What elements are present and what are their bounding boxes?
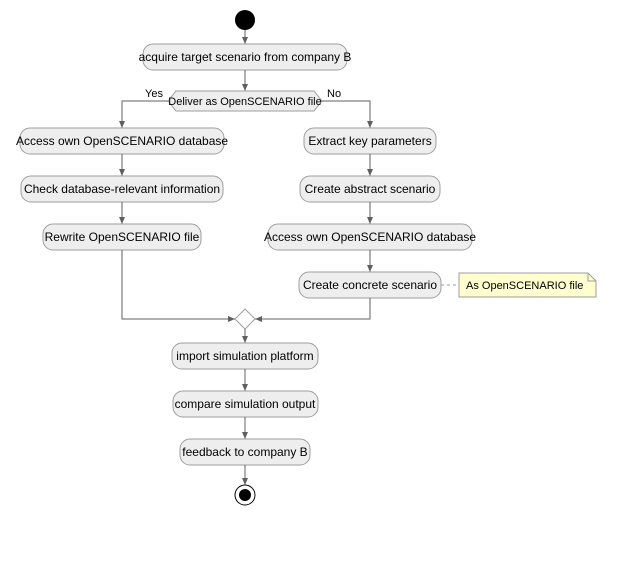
activity-label: Access own OpenSCENARIO database	[264, 230, 476, 244]
end-node-inner	[239, 489, 251, 501]
branch-label-yes: Yes	[145, 88, 163, 100]
activity-label: Create abstract scenario	[305, 182, 436, 196]
edge	[122, 101, 168, 128]
branch-label-no: No	[327, 88, 341, 100]
decision-label: Deliver as OpenSCENARIO file	[168, 96, 321, 108]
activity-label: import simulation platform	[176, 349, 313, 363]
edge	[322, 101, 370, 128]
activity-label: compare simulation output	[175, 397, 316, 411]
note-openscenario-file: As OpenSCENARIO file	[459, 273, 596, 297]
merge-node	[235, 309, 255, 329]
edge	[122, 250, 235, 319]
activity-label: Check database-relevant information	[24, 182, 220, 196]
note-label: As OpenSCENARIO file	[466, 280, 583, 292]
activity-label: Extract key parameters	[308, 134, 431, 148]
activity-label: acquire target scenario from company B	[139, 50, 352, 64]
activity-label: Access own OpenSCENARIO database	[16, 134, 228, 148]
start-node	[235, 10, 255, 30]
activity-label: Rewrite OpenSCENARIO file	[45, 230, 200, 244]
edge	[255, 298, 370, 319]
activity-label: Create concrete scenario	[303, 278, 437, 292]
activity-label: feedback to company B	[182, 445, 307, 459]
